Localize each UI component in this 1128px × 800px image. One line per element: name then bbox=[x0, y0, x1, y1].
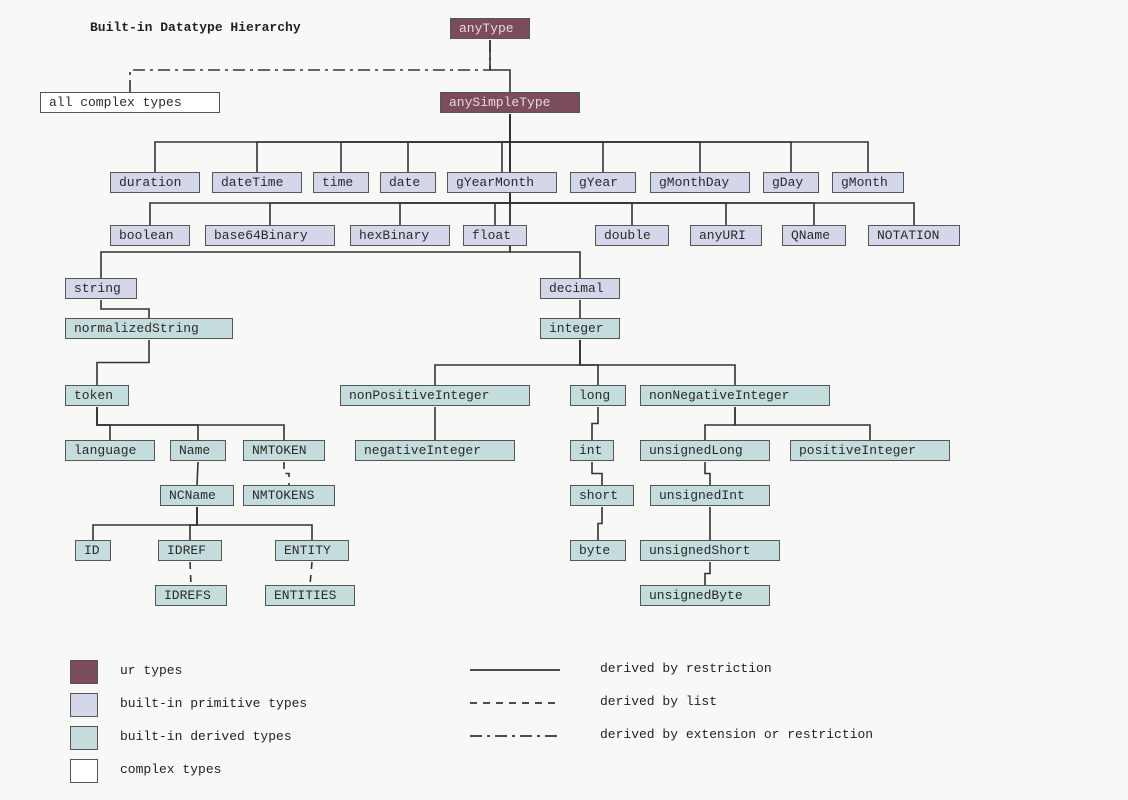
legend-swatch-deriv bbox=[70, 726, 98, 750]
node-anyType: anyType bbox=[450, 18, 530, 39]
node-time: time bbox=[313, 172, 369, 193]
node-NMTOKENS: NMTOKENS bbox=[243, 485, 335, 506]
node-string: string bbox=[65, 278, 137, 299]
legend-line-label: derived by restriction bbox=[600, 661, 772, 676]
node-unsignedLong: unsignedLong bbox=[640, 440, 770, 461]
node-NOTATION: NOTATION bbox=[868, 225, 960, 246]
node-duration: duration bbox=[110, 172, 200, 193]
node-Name: Name bbox=[170, 440, 226, 461]
node-token: token bbox=[65, 385, 129, 406]
legend-line-label: derived by extension or restriction bbox=[600, 727, 873, 742]
legend-swatch-ur bbox=[70, 660, 98, 684]
legend-swatch-cmplx bbox=[70, 759, 98, 783]
node-NCName: NCName bbox=[160, 485, 234, 506]
node-gMonthDay: gMonthDay bbox=[650, 172, 750, 193]
legend-line-label: derived by list bbox=[600, 694, 717, 709]
node-gYearMonth: gYearMonth bbox=[447, 172, 557, 193]
node-dateTime: dateTime bbox=[212, 172, 302, 193]
node-negativeInteger: negativeInteger bbox=[355, 440, 515, 461]
node-ID: ID bbox=[75, 540, 111, 561]
node-double: double bbox=[595, 225, 669, 246]
node-short: short bbox=[570, 485, 634, 506]
node-gYear: gYear bbox=[570, 172, 636, 193]
node-unsignedInt: unsignedInt bbox=[650, 485, 770, 506]
node-IDREF: IDREF bbox=[158, 540, 222, 561]
legend-label: ur types bbox=[120, 663, 182, 678]
node-boolean: boolean bbox=[110, 225, 190, 246]
node-ENTITIES: ENTITIES bbox=[265, 585, 355, 606]
node-date: date bbox=[380, 172, 436, 193]
legend-label: complex types bbox=[120, 762, 221, 777]
node-ENTITY: ENTITY bbox=[275, 540, 349, 561]
node-normalizedString: normalizedString bbox=[65, 318, 233, 339]
node-nonPositiveInteger: nonPositiveInteger bbox=[340, 385, 530, 406]
node-QName: QName bbox=[782, 225, 846, 246]
node-NMTOKEN: NMTOKEN bbox=[243, 440, 325, 461]
diagram-title: Built-in Datatype Hierarchy bbox=[90, 20, 301, 35]
legend-swatch-prim bbox=[70, 693, 98, 717]
node-float: float bbox=[463, 225, 527, 246]
node-int: int bbox=[570, 440, 614, 461]
node-positiveInteger: positiveInteger bbox=[790, 440, 950, 461]
legend-label: built-in derived types bbox=[120, 729, 292, 744]
node-byte: byte bbox=[570, 540, 626, 561]
node-base64Binary: base64Binary bbox=[205, 225, 335, 246]
node-nonNegativeInteger: nonNegativeInteger bbox=[640, 385, 830, 406]
node-integer: integer bbox=[540, 318, 620, 339]
node-unsignedShort: unsignedShort bbox=[640, 540, 780, 561]
node-anySimpleType: anySimpleType bbox=[440, 92, 580, 113]
node-gMonth: gMonth bbox=[832, 172, 904, 193]
node-complexTypes: all complex types bbox=[40, 92, 220, 113]
node-decimal: decimal bbox=[540, 278, 620, 299]
legend-label: built-in primitive types bbox=[120, 696, 307, 711]
node-language: language bbox=[65, 440, 155, 461]
node-hexBinary: hexBinary bbox=[350, 225, 450, 246]
node-anyURI: anyURI bbox=[690, 225, 762, 246]
diagram-canvas: Built-in Datatype Hierarchy anyType all c… bbox=[0, 0, 1128, 800]
node-IDREFS: IDREFS bbox=[155, 585, 227, 606]
edge-layer bbox=[0, 0, 1128, 800]
node-gDay: gDay bbox=[763, 172, 819, 193]
node-unsignedByte: unsignedByte bbox=[640, 585, 770, 606]
node-long: long bbox=[570, 385, 626, 406]
